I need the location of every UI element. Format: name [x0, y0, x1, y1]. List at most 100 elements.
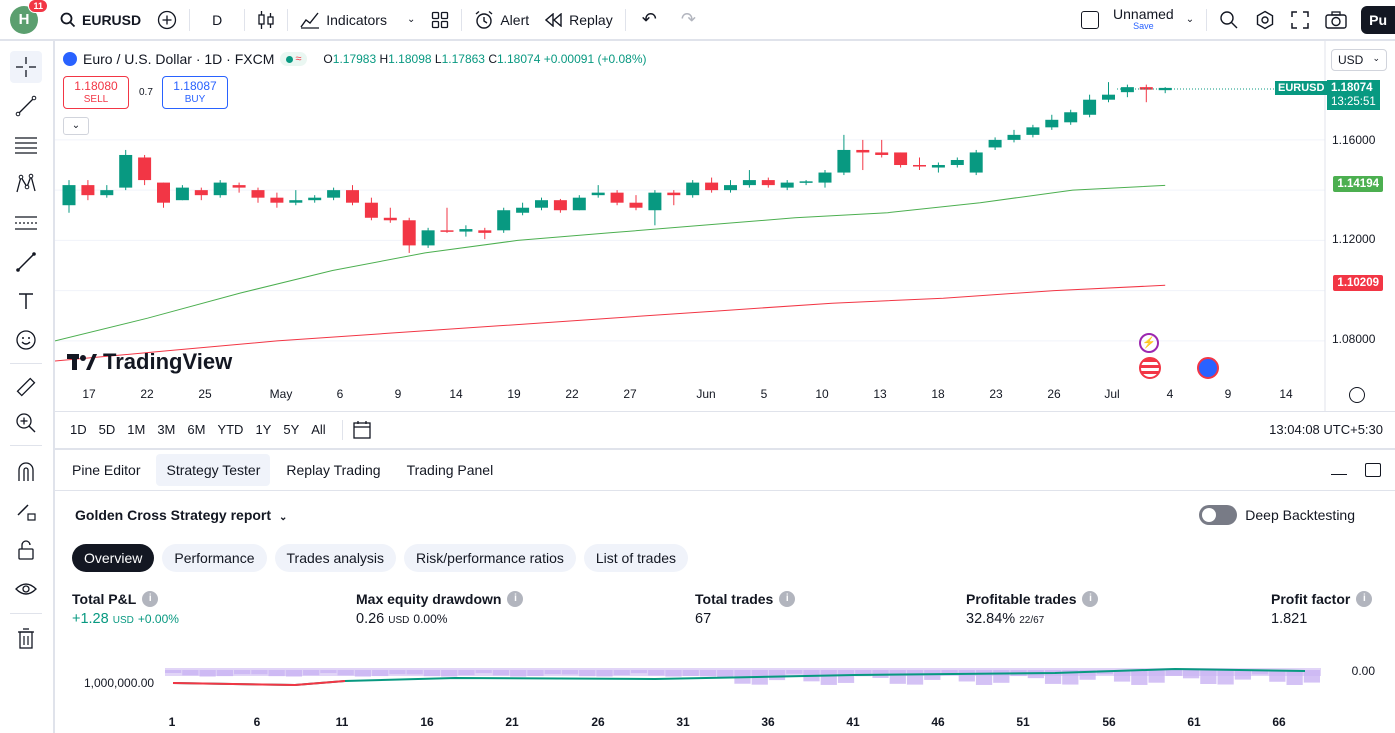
info-icon[interactable]: i — [1082, 591, 1099, 607]
tab-strategy-tester[interactable]: Strategy Tester — [156, 454, 271, 486]
report-tab-overview[interactable]: Overview — [72, 544, 155, 572]
candle-body — [138, 157, 152, 181]
range-3m[interactable]: 3M — [157, 422, 176, 437]
strategy-report-selector[interactable]: Golden Cross Strategy report ⌄ — [75, 507, 287, 523]
forecast-tool[interactable] — [10, 207, 42, 239]
range-5y[interactable]: 5Y — [283, 422, 300, 437]
time-tick: 19 — [507, 387, 521, 401]
chart-type-button[interactable] — [249, 0, 283, 40]
text-tool[interactable] — [10, 285, 42, 317]
templates-button[interactable] — [423, 0, 457, 40]
time-tick: 22 — [565, 387, 579, 401]
range-1d[interactable]: 1D — [70, 422, 87, 437]
tab-replay-trading[interactable]: Replay Trading — [286, 462, 381, 478]
trash-icon — [18, 628, 34, 649]
buy-button[interactable]: 1.18087 BUY — [162, 76, 228, 109]
alert-button[interactable]: Alert — [466, 0, 537, 40]
range-1m[interactable]: 1M — [127, 422, 146, 437]
candle-body — [1083, 99, 1097, 115]
layout-name: Unnamed — [1113, 5, 1174, 22]
candle-body — [478, 230, 492, 233]
tab-pine-editor[interactable]: Pine Editor — [72, 462, 141, 478]
drawdown-bar — [820, 670, 837, 685]
candle-body — [705, 182, 719, 191]
maximize-panel-icon[interactable] — [1365, 463, 1381, 477]
undo-button[interactable]: ↶ — [630, 0, 669, 40]
measure-tool[interactable] — [10, 371, 42, 403]
currency-select[interactable]: USD ⌄ — [1331, 49, 1387, 71]
hide-tool[interactable] — [10, 573, 42, 605]
report-tab-list-of-trades[interactable]: List of trades — [583, 544, 689, 572]
rewind-icon — [545, 12, 562, 27]
lock-drawings-tool[interactable] — [10, 495, 42, 527]
candle-body — [1064, 112, 1078, 123]
layout-menu[interactable]: Unnamed Save ⌄ — [1073, 0, 1202, 40]
symbol-search[interactable]: EURUSD — [52, 0, 149, 40]
sell-button[interactable]: 1.18080 SELL — [63, 76, 129, 109]
us-event-flag-icon[interactable] — [1139, 357, 1161, 379]
deep-backtesting-label: Deep Backtesting — [1245, 507, 1355, 523]
ma-fast-tag: 1.14194 — [1333, 176, 1383, 192]
range-ytd[interactable]: YTD — [217, 422, 244, 437]
icon-tool[interactable] — [10, 324, 42, 356]
drawdown-bar — [251, 670, 268, 675]
user-avatar[interactable]: H 11 — [10, 0, 48, 34]
fullscreen-button[interactable] — [1283, 0, 1317, 40]
redo-button[interactable]: ↷ — [669, 0, 708, 40]
info-icon[interactable]: i — [779, 591, 796, 607]
stat-label: Max equity drawdown — [356, 591, 502, 607]
info-icon[interactable]: i — [507, 591, 524, 607]
quick-search-button[interactable] — [1211, 0, 1247, 40]
dividend-event-icon[interactable]: ⚡ — [1139, 333, 1159, 353]
candle-body — [686, 182, 700, 196]
calendar-range-icon[interactable] — [353, 420, 373, 440]
chart-settings-icon[interactable] — [1349, 387, 1365, 403]
legend-collapse-button[interactable]: ⌄ — [63, 117, 89, 135]
equity-chart[interactable]: 1 6 11 16 21 26 31 36 41 46 51 56 61 66 — [55, 663, 1395, 733]
bottom-panel: Pine Editor Strategy Tester Replay Tradi… — [55, 450, 1395, 733]
indicators-button[interactable]: Indicators ⌄ — [292, 0, 423, 40]
report-tab-performance[interactable]: Performance — [162, 544, 267, 572]
tab-trading-panel[interactable]: Trading Panel — [406, 462, 494, 478]
snapshot-button[interactable] — [1317, 0, 1355, 40]
market-status-badge[interactable]: ≈ — [280, 52, 308, 66]
deep-backtesting-toggle[interactable] — [1199, 505, 1238, 525]
minimize-panel-icon[interactable] — [1331, 465, 1347, 475]
trend-line-tool[interactable] — [10, 90, 42, 122]
brush-tool[interactable] — [10, 246, 42, 278]
crosshair-tool[interactable] — [10, 51, 42, 83]
settings-button[interactable] — [1247, 0, 1283, 40]
interval-button[interactable]: D — [194, 0, 240, 40]
lock-tool[interactable] — [10, 534, 42, 566]
candle-body — [572, 197, 586, 211]
price-chart[interactable]: 17 22 25 May 6 9 14 19 22 27 Jun 5 10 13 18 23 26 Jul 4 9 14 — [55, 41, 1395, 411]
delete-tool[interactable] — [10, 623, 42, 655]
info-icon[interactable]: i — [1356, 591, 1373, 607]
symbol-title[interactable]: Euro / U.S. Dollar · 1D · FXCM — [83, 51, 275, 67]
search-icon — [60, 12, 76, 27]
eu-event-flag-icon[interactable] — [1197, 357, 1219, 379]
drawdown-bar — [234, 670, 251, 675]
magnet-icon — [18, 462, 34, 481]
report-tab-risk-performance-ratios[interactable]: Risk/performance ratios — [404, 544, 576, 572]
compare-symbol-button[interactable] — [149, 0, 185, 40]
range-all[interactable]: All — [311, 422, 326, 437]
range-5d[interactable]: 5D — [98, 422, 116, 437]
report-tab-trades-analysis[interactable]: Trades analysis — [274, 544, 397, 572]
fib-tool[interactable] — [10, 129, 42, 161]
pattern-tool[interactable] — [10, 168, 42, 200]
range-1y[interactable]: 1Y — [255, 422, 272, 437]
utc-clock[interactable]: 13:04:08 UTC+5:30 — [1269, 422, 1383, 437]
chevron-down-icon: ⌄ — [71, 120, 81, 131]
magnet-tool[interactable] — [10, 456, 42, 488]
range-6m[interactable]: 6M — [187, 422, 206, 437]
replay-button[interactable]: Replay — [537, 0, 621, 40]
zoom-tool[interactable] — [10, 407, 42, 439]
publish-button[interactable]: Pu — [1361, 5, 1395, 34]
ohlc-values: O1.17983 H1.18098 L1.17863 C1.18074 +0.0… — [323, 52, 646, 66]
crosshair-icon — [16, 57, 36, 77]
horizontal-lines-icon — [15, 137, 37, 154]
info-icon[interactable]: i — [142, 591, 159, 607]
chart-pane[interactable]: 17 22 25 May 6 9 14 19 22 27 Jun 5 10 13 18 23 26 Jul 4 9 14… — [55, 41, 1395, 448]
stat-total-trades: Total trades i 67 — [695, 591, 796, 627]
